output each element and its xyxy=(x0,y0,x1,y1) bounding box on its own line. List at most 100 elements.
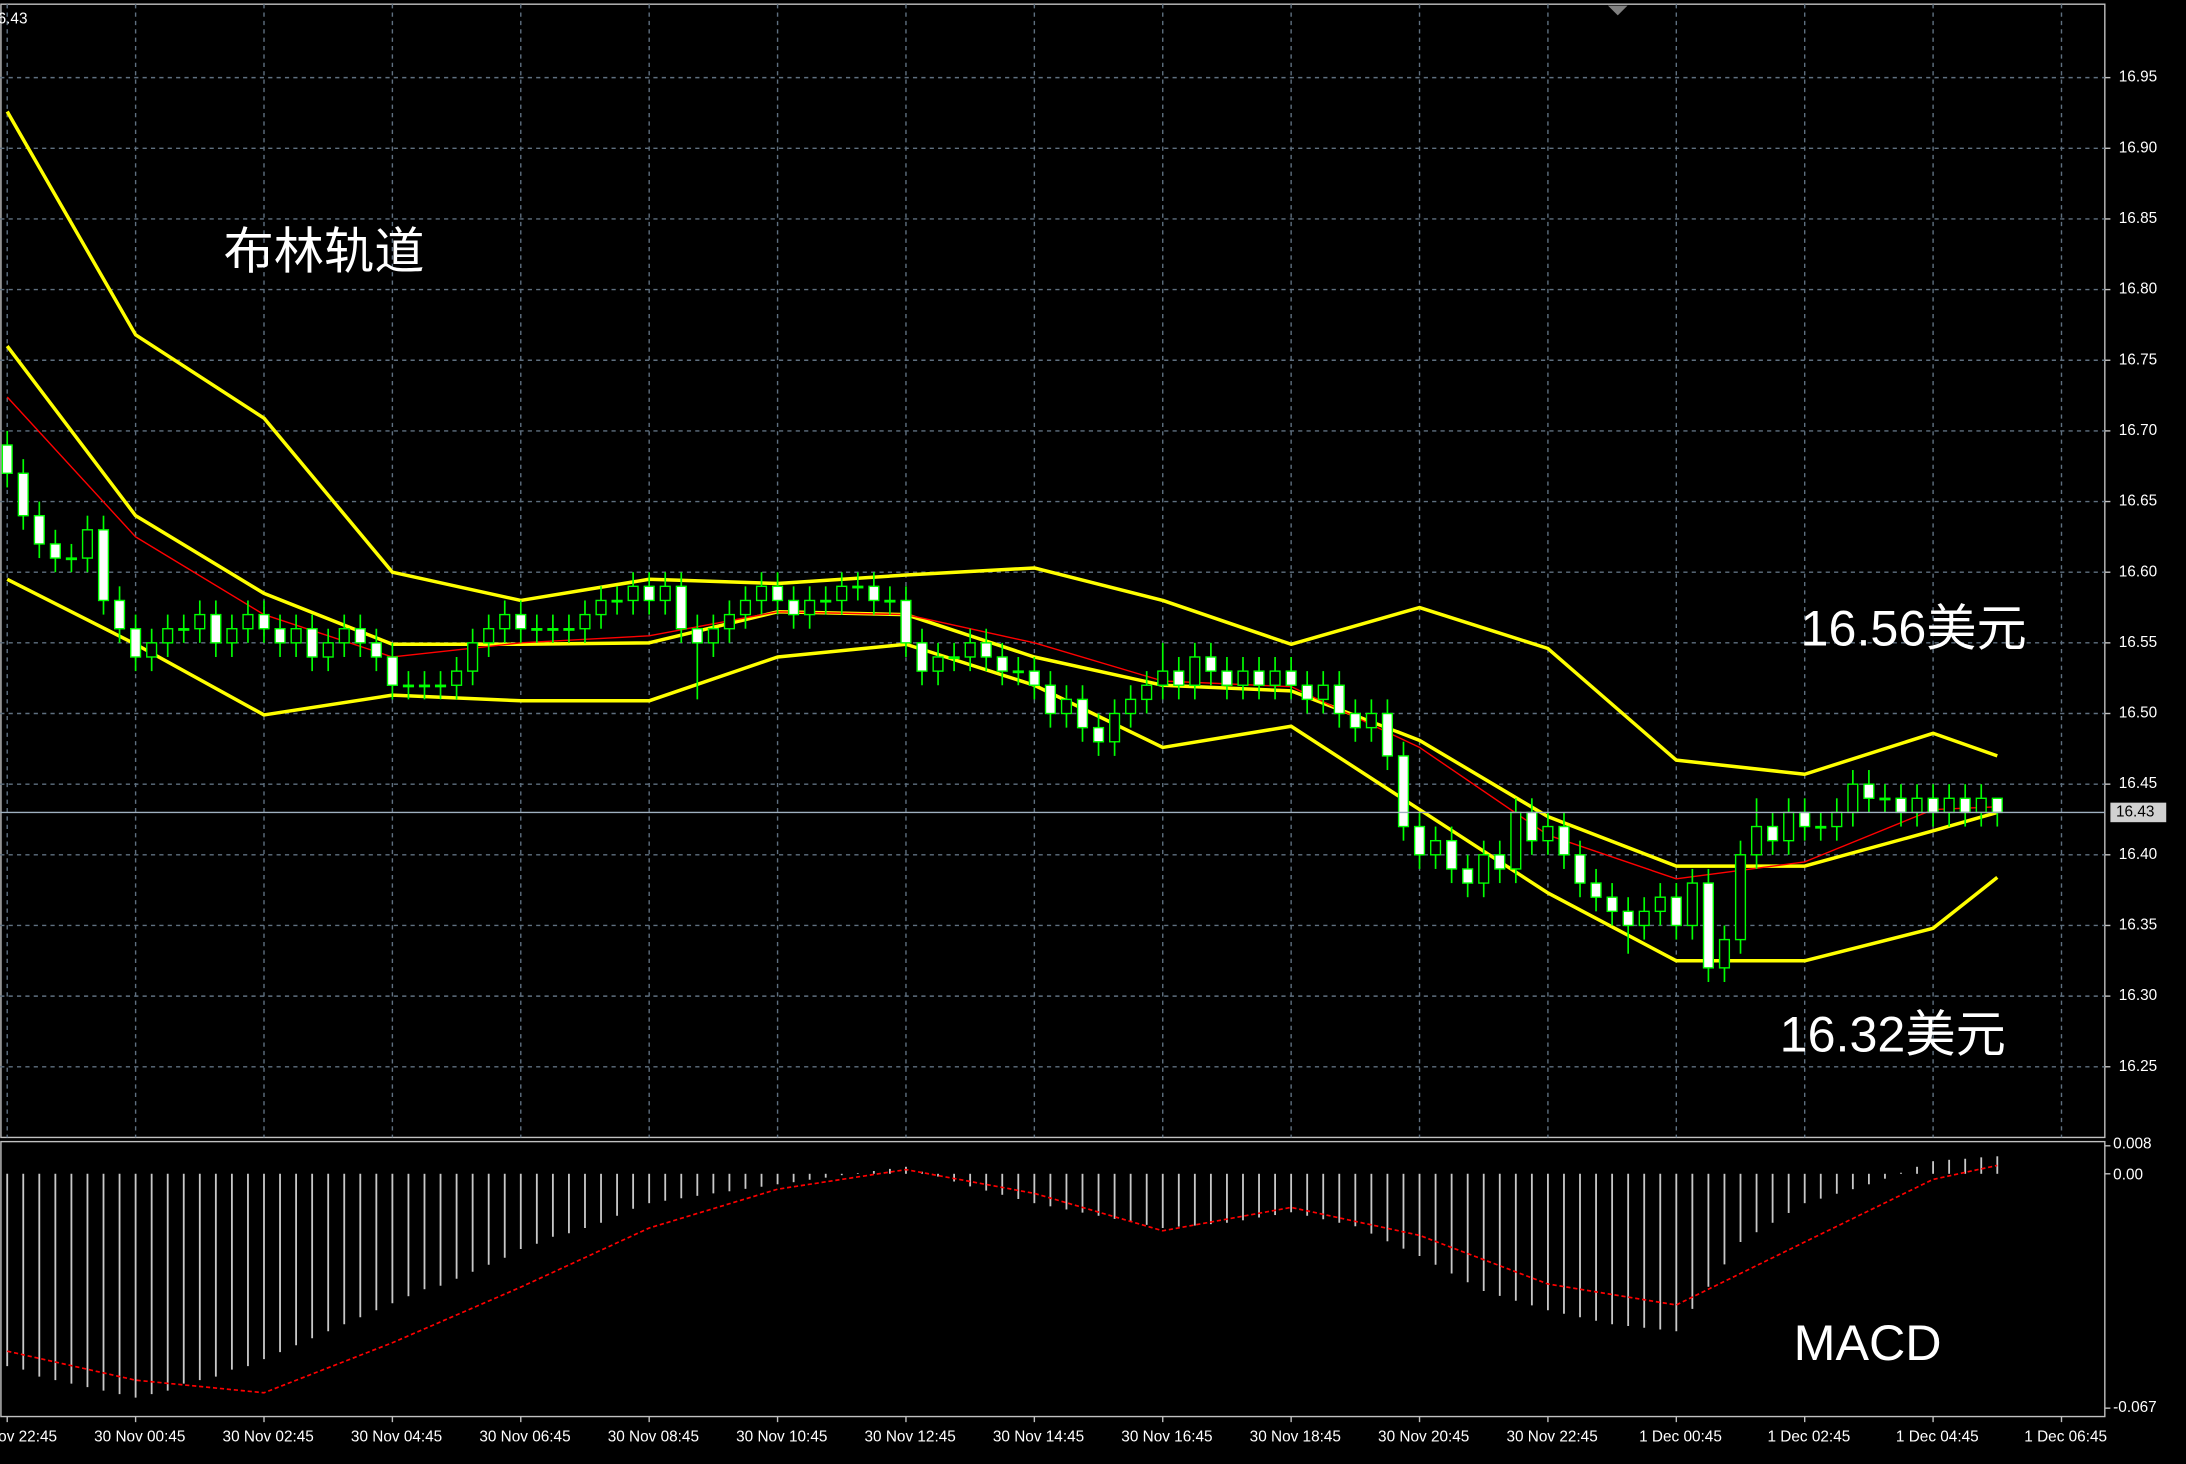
candle-body xyxy=(1413,825,1426,856)
candle-body xyxy=(1702,882,1714,969)
y-tick-label: 16.60 xyxy=(2119,563,2157,580)
x-tick-label: 30 Nov 20:45 xyxy=(1378,1429,1469,1446)
y-tick-label: 16.30 xyxy=(2119,987,2157,1004)
candle-body xyxy=(1446,839,1458,870)
candle-body xyxy=(1654,896,1666,913)
candle-body xyxy=(932,656,944,672)
x-tick-label: 30 Nov 10:45 xyxy=(736,1429,827,1446)
candle-body xyxy=(771,585,784,602)
candle-body xyxy=(81,529,94,559)
candle-body xyxy=(258,613,270,630)
candle-body xyxy=(1959,797,1971,814)
candle-body xyxy=(338,628,350,644)
y-tick-label: 0.00 xyxy=(2113,1166,2143,1183)
candle-body xyxy=(1590,882,1602,898)
candle-body xyxy=(1076,698,1089,729)
annotation: 16.56美元 xyxy=(1801,600,2027,656)
candle-body xyxy=(755,585,768,602)
candle-body xyxy=(1301,684,1313,701)
shift-marker xyxy=(1607,5,1628,16)
candle-body xyxy=(627,585,639,602)
x-tick-label: 30 Nov 22:45 xyxy=(1506,1429,1597,1446)
candle-body xyxy=(483,628,495,644)
candle-body xyxy=(1686,882,1698,927)
macd-title: MACD xyxy=(1794,1315,1942,1371)
candle-body xyxy=(1783,811,1795,842)
y-tick-label: 16.55 xyxy=(2119,634,2157,651)
candle-body xyxy=(178,628,190,631)
candle-body xyxy=(65,557,77,561)
y-tick-label: 16.40 xyxy=(2119,846,2157,863)
candle-body xyxy=(1,444,13,474)
candle-body xyxy=(386,656,398,686)
x-tick-label: 29 Nov 22:45 xyxy=(0,1429,57,1446)
candle-body xyxy=(1462,868,1474,884)
x-tick-label: 30 Nov 04:45 xyxy=(351,1429,442,1446)
annotation: 16.32美元 xyxy=(1780,1007,2006,1063)
candle-body xyxy=(1558,825,1570,856)
candle-body xyxy=(242,613,254,630)
candle-body xyxy=(451,670,463,686)
candle-body xyxy=(370,642,382,658)
candle-body xyxy=(1622,910,1634,927)
corner-label: 16.43 xyxy=(0,11,27,28)
candle-body xyxy=(1141,684,1153,701)
candle-body xyxy=(996,656,1008,672)
candle-body xyxy=(1173,670,1185,686)
candle-body xyxy=(948,656,960,660)
candle-body xyxy=(1012,670,1024,674)
candle-body xyxy=(1542,825,1554,842)
candle-body xyxy=(1109,712,1121,743)
candle-body xyxy=(1028,670,1040,686)
candle-body xyxy=(884,599,896,603)
x-tick-label: 1 Dec 06:45 xyxy=(2024,1429,2107,1446)
candle-body xyxy=(1895,797,1907,814)
candle-body xyxy=(1125,698,1137,715)
y-tick-label: 16.90 xyxy=(2119,139,2157,156)
candle-body xyxy=(1911,797,1923,814)
x-tick-label: 30 Nov 06:45 xyxy=(479,1429,570,1446)
candle-body xyxy=(1044,684,1056,715)
candle-body xyxy=(1750,825,1763,856)
candle-body xyxy=(1060,698,1073,715)
bollinger-band xyxy=(5,110,1998,777)
candle-body xyxy=(1381,712,1394,757)
candle-body xyxy=(226,628,238,644)
y-tick-label: 16.95 xyxy=(2119,69,2157,86)
candle-body xyxy=(1879,797,1891,801)
x-tick-label: 1 Dec 00:45 xyxy=(1639,1429,1722,1446)
candle-body xyxy=(17,472,29,517)
candle-body xyxy=(980,642,992,658)
candle-body xyxy=(1943,797,1955,814)
candle-body xyxy=(1317,684,1329,701)
candle-body xyxy=(595,599,607,616)
candle-body xyxy=(868,585,880,602)
candle-body xyxy=(1767,825,1779,842)
candle-body xyxy=(1638,910,1650,927)
candle-body xyxy=(1718,938,1731,969)
candle-body xyxy=(1478,854,1490,884)
macd-signal xyxy=(7,1164,1998,1394)
x-tick-label: 30 Nov 02:45 xyxy=(223,1429,314,1446)
candle-body xyxy=(402,684,415,688)
candle-body xyxy=(852,585,864,589)
y-tick-label: 16.70 xyxy=(2119,422,2157,439)
candle-body xyxy=(354,628,366,644)
candle-body xyxy=(675,585,687,630)
x-tick-label: 1 Dec 04:45 xyxy=(1896,1429,1979,1446)
candle-body xyxy=(611,599,623,603)
candle-body xyxy=(900,599,912,644)
candle-body xyxy=(723,613,736,630)
candle-body xyxy=(306,628,318,658)
price-panel-frame xyxy=(0,3,2106,1139)
y-tick-label: 16.75 xyxy=(2119,351,2157,368)
candle-body xyxy=(1092,726,1105,743)
candle-body xyxy=(1189,656,1201,686)
candle-body xyxy=(418,684,431,688)
candle-body xyxy=(563,628,575,631)
candle-body xyxy=(1157,670,1169,686)
y-tick-label: 16.65 xyxy=(2119,493,2157,510)
candle-body xyxy=(290,628,302,644)
candle-body xyxy=(1510,811,1522,870)
